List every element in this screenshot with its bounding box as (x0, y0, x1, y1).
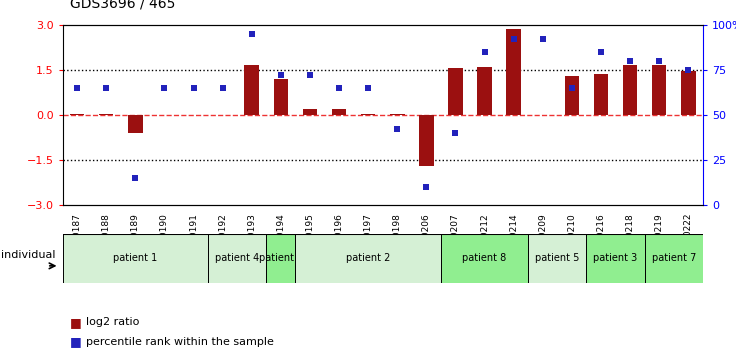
Bar (448, 68, 463, 115)
Bar (302, 109, 317, 115)
Bar (390, 114, 405, 115)
Bar (587, 234, 645, 283)
Text: patient 5: patient 5 (535, 253, 579, 263)
Bar (274, 79, 288, 115)
Bar (594, 74, 608, 115)
Text: patient 6: patient 6 (259, 253, 303, 263)
Bar (361, 114, 375, 115)
Bar (128, 115, 143, 133)
Bar (645, 234, 703, 283)
Bar (266, 234, 295, 283)
Bar (99, 114, 113, 115)
Text: patient 1: patient 1 (113, 253, 158, 263)
Bar (441, 234, 528, 283)
Bar (681, 72, 696, 115)
Bar (419, 115, 434, 166)
Bar (70, 114, 85, 115)
Bar (506, 29, 521, 115)
Text: GDS3696 / 465: GDS3696 / 465 (70, 0, 175, 11)
Bar (478, 67, 492, 115)
Text: patient 7: patient 7 (651, 253, 696, 263)
Bar (565, 76, 579, 115)
Bar (244, 65, 259, 115)
Bar (623, 65, 637, 115)
Text: percentile rank within the sample: percentile rank within the sample (86, 337, 274, 347)
Text: patient 8: patient 8 (462, 253, 506, 263)
Text: ■: ■ (70, 316, 82, 329)
Text: patient 3: patient 3 (593, 253, 637, 263)
Bar (528, 234, 587, 283)
Text: ■: ■ (70, 335, 82, 348)
Text: patient 2: patient 2 (346, 253, 390, 263)
Bar (63, 234, 208, 283)
Text: log2 ratio: log2 ratio (86, 317, 140, 327)
Bar (652, 65, 667, 115)
Text: patient 4: patient 4 (215, 253, 259, 263)
Bar (208, 234, 266, 283)
Bar (332, 109, 347, 115)
Bar (295, 234, 441, 283)
Text: individual: individual (1, 250, 56, 260)
